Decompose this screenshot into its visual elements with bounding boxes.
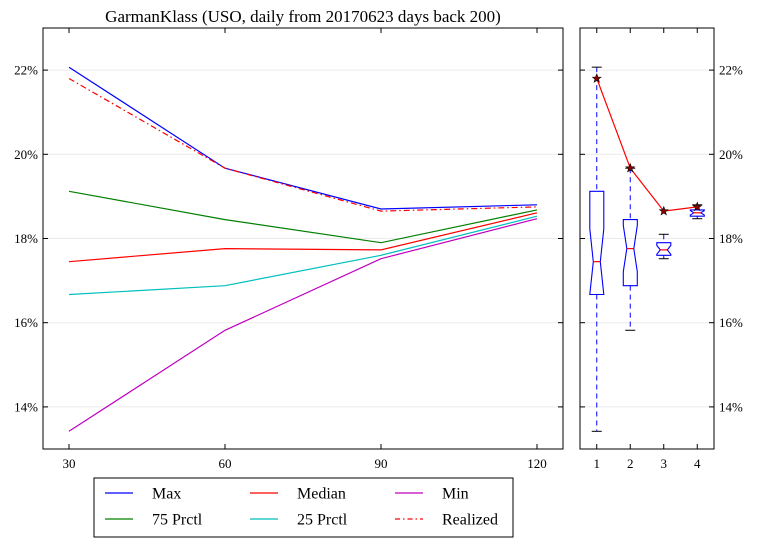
series-line-min [68, 218, 538, 432]
box-realized-point [591, 73, 602, 83]
box-axes-ticks: 14% 16% 18% 20% 22% 1 2 3 4 [580, 28, 743, 471]
box-xtick-label: 1 [594, 456, 601, 471]
main-xtick-label: 30 [63, 456, 76, 471]
box-ytick-label: 20% [719, 147, 743, 162]
series-line-75-prctl [68, 190, 538, 244]
main-plot-series [68, 66, 538, 432]
main-xtick-label: 60 [219, 456, 232, 471]
main-ytick-label: 20% [14, 147, 38, 162]
main-ytick-label: 16% [14, 315, 38, 330]
main-xtick-label: 90 [375, 456, 388, 471]
legend-label-realized: Realized [442, 512, 498, 529]
box-ytick-label: 16% [719, 315, 743, 330]
legend: Max 75 Prctl Median 25 Prctl Min Realized [93, 477, 514, 538]
legend-label-max: Max [152, 486, 181, 503]
legend-frame [93, 477, 514, 538]
box-xtick-label: 3 [661, 456, 668, 471]
chart-title: GarmanKlass (USO, daily from 20170623 da… [105, 7, 501, 26]
series-line-median [68, 212, 538, 263]
main-ytick-label: 14% [14, 399, 38, 414]
box-body [656, 242, 672, 256]
box-3 [656, 233, 672, 260]
box-realized-point [658, 205, 669, 216]
series-line-realized [68, 77, 538, 212]
legend-label-75-prctl: 75 Prctl [152, 512, 203, 529]
box-gridlines [580, 69, 714, 408]
box-ytick-label: 22% [719, 63, 743, 78]
box-plot-series [589, 66, 705, 432]
main-gridlines [43, 69, 563, 408]
main-ytick-label: 18% [14, 231, 38, 246]
box-1 [589, 66, 605, 432]
legend-label-25-prctl: 25 Prctl [297, 512, 348, 529]
box-realized-line [596, 78, 698, 212]
series-line-max [68, 66, 538, 210]
box-body [689, 209, 705, 217]
box-realized-point [692, 201, 703, 212]
main-axes-ticks: 14% 16% 18% 20% 22% 30 60 90 120 [14, 28, 563, 471]
legend-label-median: Median [297, 486, 346, 503]
main-ytick-label: 22% [14, 63, 38, 78]
box-xtick-label: 4 [694, 456, 701, 471]
box-body [622, 219, 638, 287]
series-line-25-prctl [68, 215, 538, 296]
box-realized-point [625, 162, 636, 173]
main-xtick-label: 120 [527, 456, 547, 471]
box-ytick-label: 14% [719, 399, 743, 414]
box-ytick-label: 18% [719, 231, 743, 246]
box-2 [622, 167, 638, 331]
legend-label-min: Min [442, 486, 469, 503]
box-xtick-label: 2 [627, 456, 634, 471]
box-body [589, 190, 605, 296]
